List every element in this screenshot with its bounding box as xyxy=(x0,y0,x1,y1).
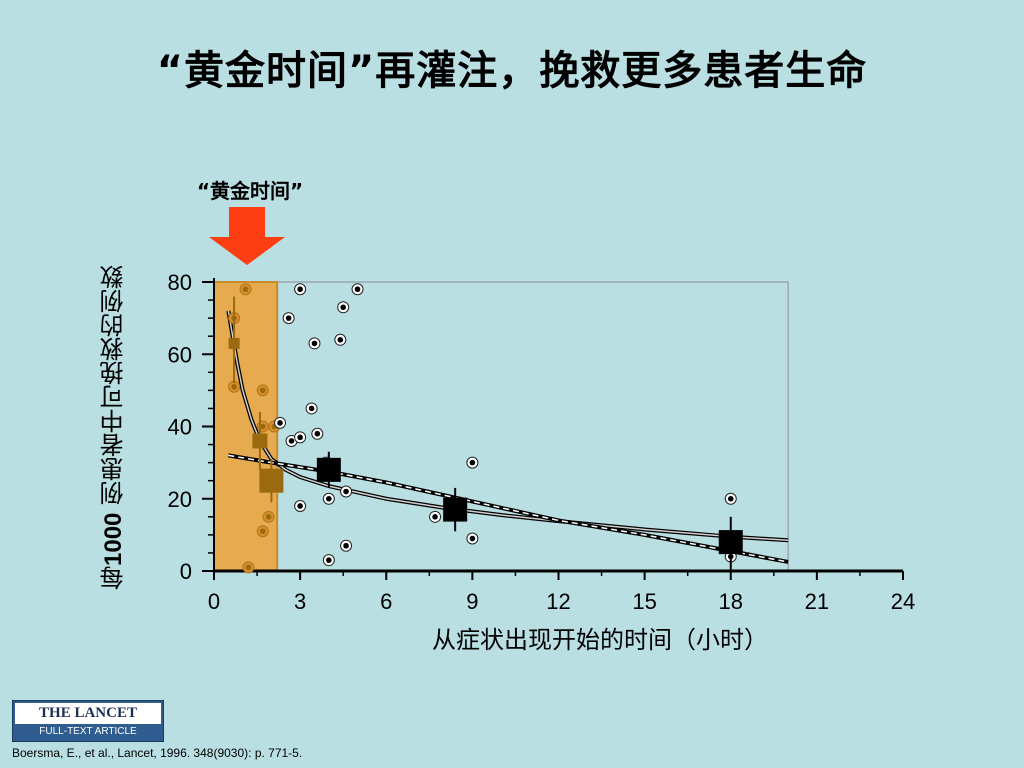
x-tick-label: 15 xyxy=(632,589,656,614)
trial-marker xyxy=(285,315,292,321)
trial-marker xyxy=(245,564,252,571)
trial-marker xyxy=(297,503,303,509)
trial-marker xyxy=(308,405,315,412)
trial-marker xyxy=(337,337,344,343)
trial-marker xyxy=(297,434,303,441)
trial-marker xyxy=(242,286,249,293)
trial-marker xyxy=(343,542,349,549)
x-tick-label: 0 xyxy=(208,589,220,614)
group-mean-marker xyxy=(228,337,240,349)
slide-title: “黄金时间”再灌注，挽救更多患者生命 xyxy=(156,48,868,94)
trial-marker xyxy=(231,383,237,390)
lancet-logo-title: THE LANCET xyxy=(15,703,161,724)
y-tick-label: 40 xyxy=(168,415,192,440)
lancet-logo[interactable]: THE LANCET FULL-TEXT ARTICLE xyxy=(12,700,164,742)
trial-marker xyxy=(326,495,332,502)
trial-marker xyxy=(343,488,349,495)
trial-marker xyxy=(260,387,266,394)
citation: Boersma, E., et al., Lancet, 1996. 348(9… xyxy=(12,746,303,760)
group-mean-marker xyxy=(252,433,268,449)
golden-hour-label: “黄金时间” xyxy=(196,179,304,203)
trial-marker xyxy=(432,514,438,520)
group-mean-marker xyxy=(718,530,743,555)
trial-marker xyxy=(727,495,734,502)
trial-marker xyxy=(311,340,318,347)
x-tick-label: 21 xyxy=(805,589,829,614)
trial-marker xyxy=(297,286,303,293)
trial-marker xyxy=(354,286,361,293)
fit-curve xyxy=(227,310,789,542)
trial-marker xyxy=(260,528,266,535)
x-axis-label: 从症状出现开始的时间（小时） xyxy=(432,626,768,654)
y-tick-label: 80 xyxy=(168,270,192,295)
y-tick-label: 0 xyxy=(180,559,192,584)
y-tick-label: 20 xyxy=(168,487,192,512)
trial-marker xyxy=(340,304,346,311)
x-tick-label: 24 xyxy=(891,589,915,614)
trial-marker xyxy=(469,459,476,466)
trial-marker xyxy=(326,557,332,563)
x-tick-label: 12 xyxy=(546,589,570,614)
trial-marker xyxy=(288,438,295,444)
group-mean-marker xyxy=(316,457,341,482)
down-arrow-icon xyxy=(209,207,285,265)
y-tick-label: 60 xyxy=(168,342,192,367)
group-mean-marker xyxy=(259,468,284,493)
x-tick-label: 9 xyxy=(466,589,478,614)
group-mean-marker xyxy=(443,497,468,522)
plot-frame xyxy=(213,281,789,572)
trial-marker xyxy=(265,514,272,520)
trial-marker xyxy=(469,535,476,542)
trial-marker xyxy=(277,420,283,426)
x-tick-label: 18 xyxy=(719,589,743,614)
x-tick-label: 3 xyxy=(294,589,306,614)
trial-marker xyxy=(260,423,266,430)
fit-curve xyxy=(228,454,789,563)
lancet-logo-subtitle: FULL-TEXT ARTICLE xyxy=(39,726,137,737)
trial-marker xyxy=(314,430,321,437)
x-tick-label: 6 xyxy=(380,589,392,614)
